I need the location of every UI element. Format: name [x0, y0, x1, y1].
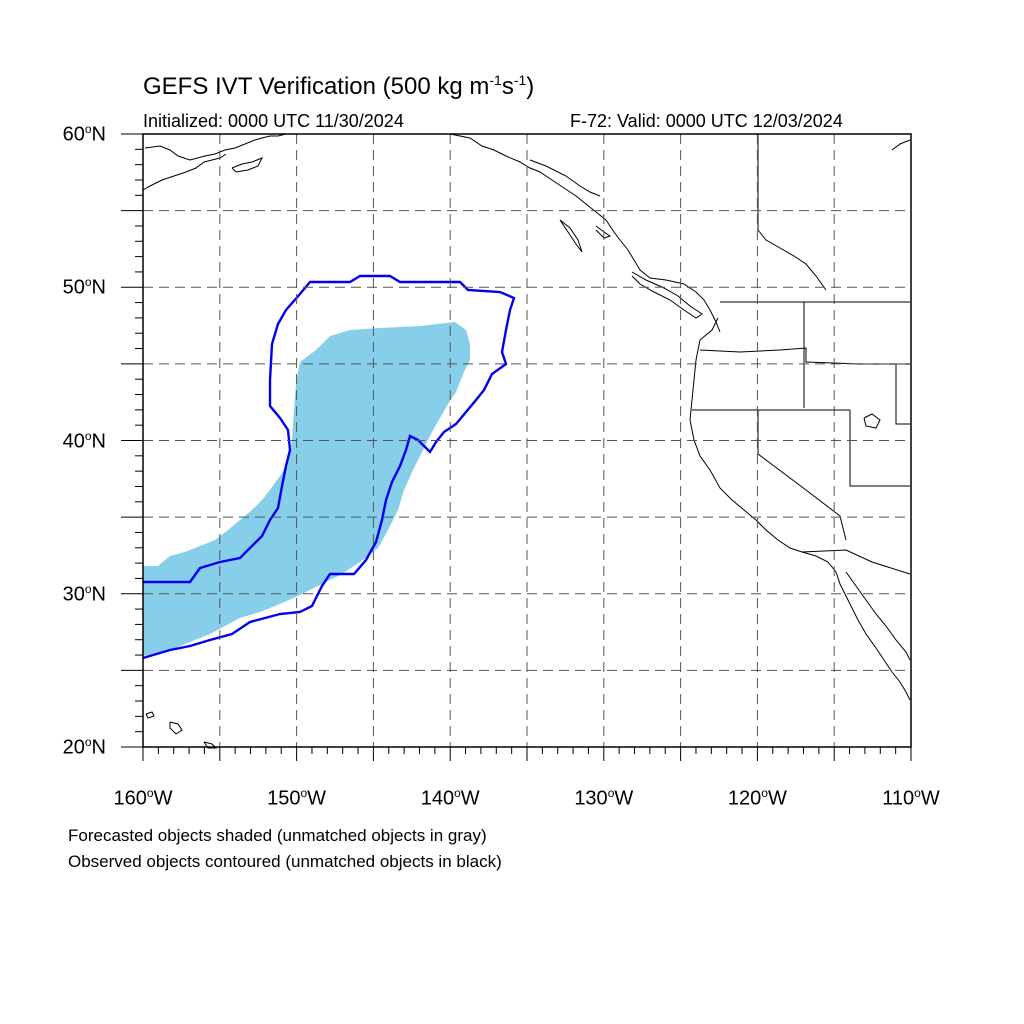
observed-object-contour — [142, 274, 516, 660]
baja-california — [835, 571, 911, 701]
lat-tick-label: 60oN — [62, 122, 106, 146]
legend-forecast-note: Forecasted objects shaded (unmatched obj… — [68, 826, 487, 845]
map-title: GEFS IVT Verification (500 kg m-1s-1) — [143, 72, 535, 100]
forecast-ivt-object — [143, 322, 470, 656]
kodiak-island — [231, 157, 264, 173]
northeast-corner-coast — [891, 139, 911, 151]
great-salt-lake — [863, 413, 881, 429]
utah-arizona-border — [849, 410, 910, 487]
lat-lon-grid — [143, 134, 911, 747]
southeast-alaska-islands — [559, 219, 583, 253]
haida-gwaii — [595, 225, 612, 239]
valid-time-label: F-72: Valid: 0000 UTC 12/03/2024 — [570, 111, 843, 131]
lon-tick-label: 150oW — [267, 786, 327, 810]
alaska-yukon-border — [529, 159, 601, 197]
alaska-coastline — [144, 133, 287, 161]
lon-tick-label: 160oW — [113, 786, 173, 810]
initialized-label: Initialized: 0000 UTC 11/30/2024 — [143, 111, 404, 131]
oregon-washington-border — [699, 347, 910, 365]
observed-ivt-contour — [142, 274, 516, 660]
gulf-of-california — [845, 571, 911, 661]
legend-observed-note: Observed objects contoured (unmatched ob… — [68, 852, 502, 871]
us-west-coast — [689, 317, 837, 573]
axis-ticks — [121, 133, 912, 761]
wyoming-border — [895, 364, 910, 425]
forecast-object-shading — [143, 322, 470, 656]
lon-tick-label: 110oW — [882, 786, 940, 810]
canada-interior-border — [757, 134, 827, 291]
us-mexico-border — [801, 549, 911, 575]
lat-tick-label: 40oN — [62, 428, 106, 453]
vancouver-island — [631, 271, 703, 319]
nevada-border — [757, 410, 847, 541]
lat-tick-label: 50oN — [62, 275, 106, 299]
hawaii-southeast — [203, 741, 218, 749]
lon-tick-label: 120oW — [727, 786, 787, 810]
lon-tick-label: 140oW — [420, 786, 480, 810]
gulf-of-alaska-coast — [449, 133, 721, 333]
hawaii-islands — [145, 711, 155, 719]
coastlines-and-borders — [142, 133, 911, 749]
hawaii-big-island — [169, 721, 183, 735]
lon-tick-label: 130oW — [574, 786, 634, 810]
lat-tick-label: 30oN — [62, 581, 106, 606]
lat-tick-label: 20oN — [62, 735, 106, 759]
alaska-peninsula — [142, 153, 227, 191]
